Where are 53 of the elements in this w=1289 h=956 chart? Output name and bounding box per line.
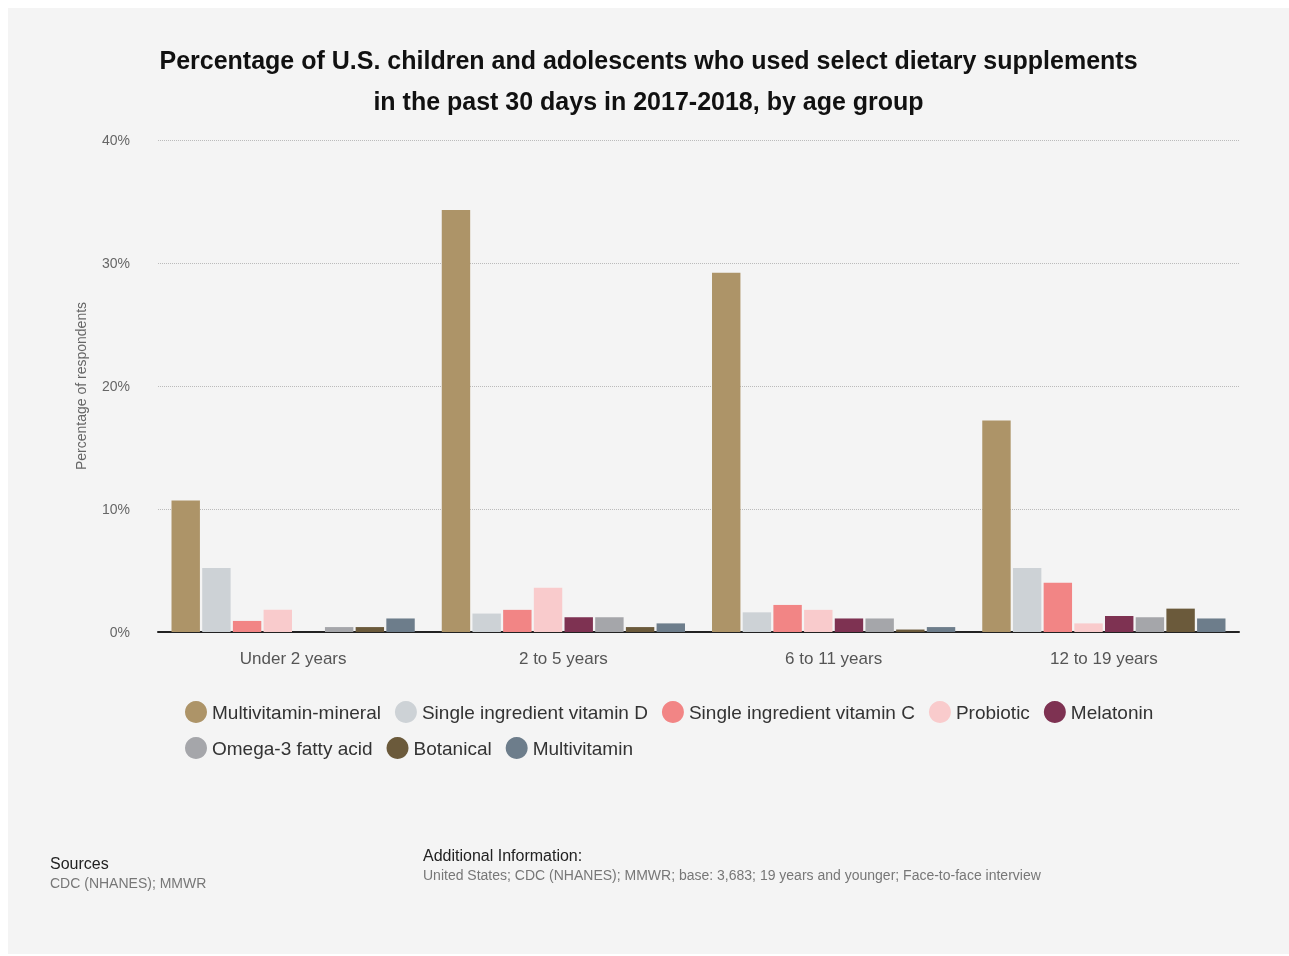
bar xyxy=(742,612,772,632)
y-tick-label: 10% xyxy=(101,501,130,517)
bar xyxy=(1135,617,1165,632)
y-tick-label: 30% xyxy=(101,255,130,271)
bar xyxy=(533,587,563,632)
bar xyxy=(982,420,1011,632)
x-tick-label: Under 2 years xyxy=(239,649,347,668)
bar xyxy=(1197,618,1226,632)
bar xyxy=(1074,623,1103,632)
bar xyxy=(564,617,593,632)
bar xyxy=(171,500,200,632)
bar xyxy=(324,627,354,632)
bar xyxy=(1105,616,1134,632)
legend-label: Melatonin xyxy=(1070,701,1154,723)
bar xyxy=(834,618,864,632)
bar xyxy=(595,617,624,632)
legend-label: Multivitamin-mineral xyxy=(212,701,381,723)
chart-title: Percentage of U.S. children and adolescents who used select dietary supplements in the past 30 days in 2017-2018, by age group xyxy=(159,45,1138,115)
x-tick-label: 6 to 11 years xyxy=(785,649,883,668)
x-tick-label: 2 to 5 years xyxy=(518,649,608,668)
bar xyxy=(865,618,894,632)
y-tick-label: 0% xyxy=(109,624,130,640)
x-tick-label: 12 to 19 years xyxy=(1050,649,1158,668)
y-tick-label: 20% xyxy=(101,378,130,394)
bar xyxy=(503,609,532,632)
bar xyxy=(263,609,292,632)
bar xyxy=(441,210,471,632)
bar xyxy=(232,620,262,632)
bar xyxy=(472,613,501,632)
legend-label: Single ingredient vitamin D xyxy=(421,701,648,723)
bar xyxy=(773,604,802,632)
legend-label: Single ingredient vitamin C xyxy=(688,701,915,723)
bar xyxy=(1166,608,1195,632)
legend-label: Omega-3 fatty acid xyxy=(212,737,373,759)
bar xyxy=(656,623,685,632)
bar xyxy=(712,272,741,632)
y-axis-title: Percentage of respondents xyxy=(73,301,89,471)
legend-label: Botanical xyxy=(413,737,492,759)
bar xyxy=(202,568,231,632)
text: CDC (NHANES); MMWR xyxy=(50,875,207,891)
bar xyxy=(625,627,655,632)
bar xyxy=(355,627,385,632)
bar xyxy=(804,609,833,632)
bar xyxy=(926,627,956,632)
bar xyxy=(1043,582,1073,632)
legend-label: Probiotic xyxy=(955,701,1030,723)
text: United States; CDC (NHANES); MMWR; base: 3,683; 19 years and younger; Face-to-face interview xyxy=(423,867,1042,883)
text: Additional Information: xyxy=(423,846,583,864)
bar xyxy=(386,618,415,632)
text: Sources xyxy=(50,854,109,872)
bar xyxy=(1012,568,1042,632)
legend-label: Multivitamin xyxy=(532,737,633,759)
y-tick-label: 40% xyxy=(101,132,130,148)
